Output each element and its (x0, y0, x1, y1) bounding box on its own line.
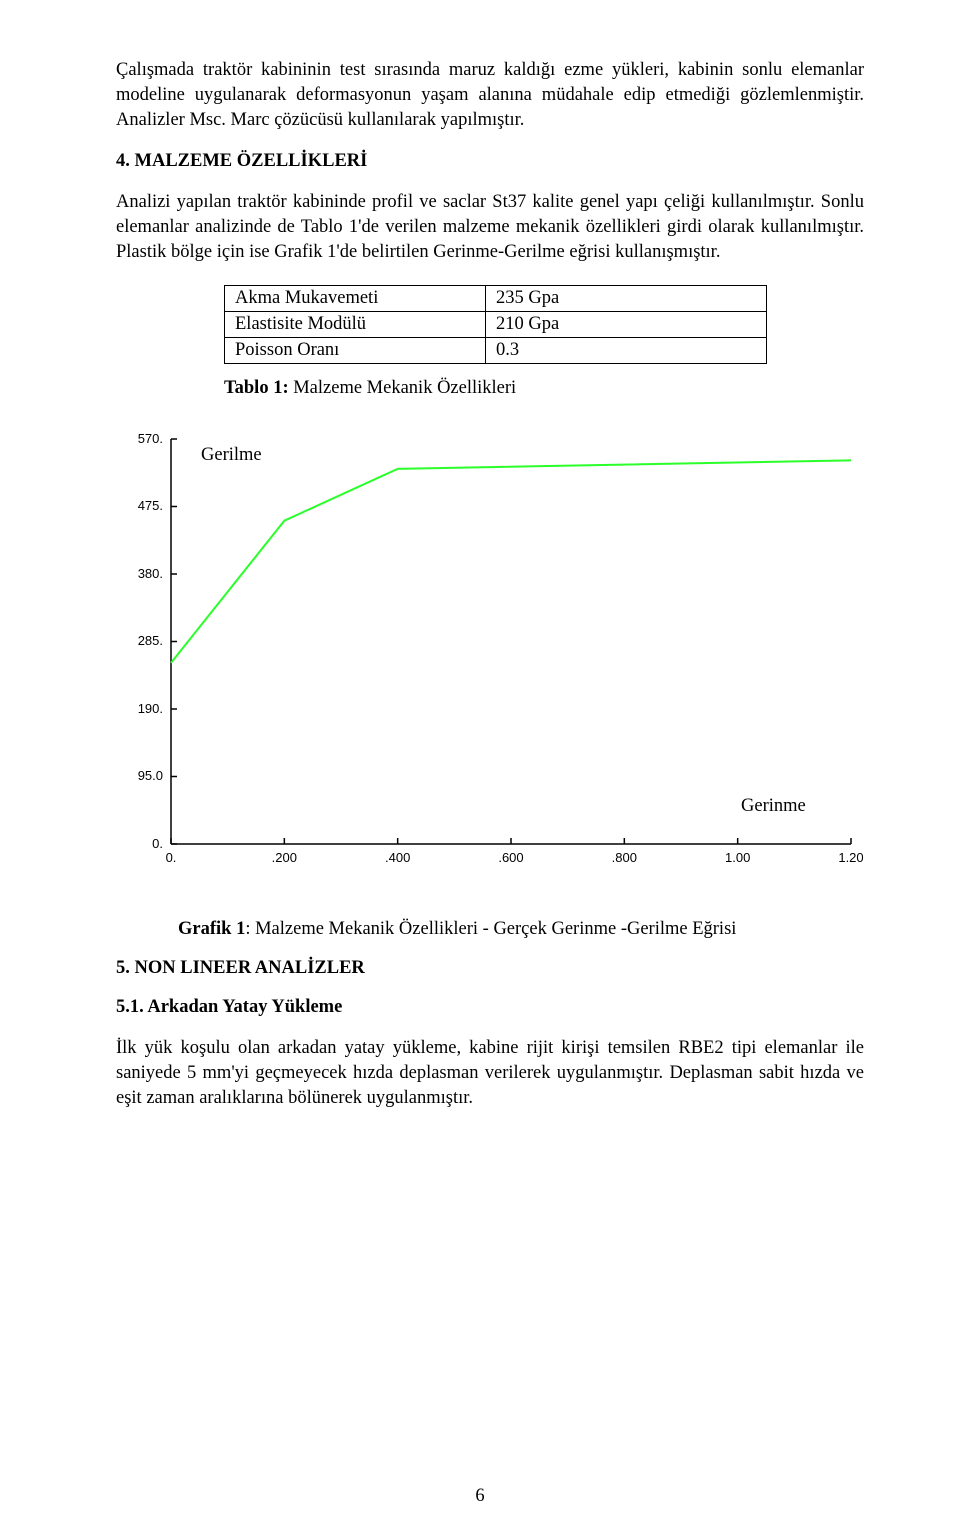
table-cell-label: Akma Mukavemeti (225, 285, 486, 311)
chart-caption-rest: : Malzeme Mekanik Özellikleri - Gerçek G… (245, 919, 736, 939)
chart-caption: Grafik 1: Malzeme Mekanik Özellikleri - … (178, 919, 864, 940)
table-cell-value: 210 Gpa (486, 311, 767, 337)
chart-xtick-label: 0. (147, 850, 195, 865)
strain-stress-chart: 0. 95.0 190. 285. 380. 475. 570. 0. .200 .400 .600… (116, 429, 864, 889)
table-cell-value: 0.3 (486, 337, 767, 363)
page-number: 6 (0, 1486, 960, 1507)
table-row: Akma Mukavemeti 235 Gpa (225, 285, 767, 311)
chart-xtick-label: .800 (600, 850, 648, 865)
chart-caption-bold: Grafik 1 (178, 919, 245, 939)
heading-sec5: 5. NON LINEER ANALİZLER (116, 958, 864, 979)
table-cell-value: 235 Gpa (486, 285, 767, 311)
chart-xtick-label: .200 (260, 850, 308, 865)
heading-sec4: 4. MALZEME ÖZELLİKLERİ (116, 151, 864, 172)
chart-xtick-label: .600 (487, 850, 535, 865)
chart-ytick-label: 475. (123, 498, 163, 513)
chart-ytick-label: 285. (123, 633, 163, 648)
page-container: Çalışmada traktör kabininin test sırasın… (0, 0, 960, 1537)
chart-xtick-label: 1.20 (827, 850, 875, 865)
paragraph-intro: Çalışmada traktör kabininin test sırasın… (116, 58, 864, 133)
paragraph-rear-load: İlk yük koşulu olan arkadan yatay yüklem… (116, 1036, 864, 1111)
chart-xtick-label: .400 (374, 850, 422, 865)
chart-ytick-label: 190. (123, 701, 163, 716)
properties-table: Akma Mukavemeti 235 Gpa Elastisite Modül… (224, 285, 767, 364)
heading-sec5-1: 5.1. Arkadan Yatay Yükleme (116, 997, 864, 1018)
chart-xtick-label: 1.00 (714, 850, 762, 865)
table-row: Elastisite Modülü 210 Gpa (225, 311, 767, 337)
chart-ytick-label: 95.0 (123, 768, 163, 783)
table-cell-label: Poisson Oranı (225, 337, 486, 363)
chart-ylabel: Gerilme (201, 445, 262, 466)
table-row: Poisson Oranı 0.3 (225, 337, 767, 363)
chart-ytick-label: 570. (123, 431, 163, 446)
table-caption-bold: Tablo 1: (224, 378, 289, 398)
chart-ytick-label: 380. (123, 566, 163, 581)
table-cell-label: Elastisite Modülü (225, 311, 486, 337)
chart-ytick-label: 0. (123, 836, 163, 851)
table-caption: Tablo 1: Malzeme Mekanik Özellikleri (224, 378, 864, 399)
properties-table-wrap: Akma Mukavemeti 235 Gpa Elastisite Modül… (224, 285, 864, 364)
paragraph-materials: Analizi yapılan traktör kabininde profil… (116, 190, 864, 265)
chart-xlabel: Gerinme (741, 796, 806, 817)
table-caption-rest: Malzeme Mekanik Özellikleri (289, 378, 517, 398)
